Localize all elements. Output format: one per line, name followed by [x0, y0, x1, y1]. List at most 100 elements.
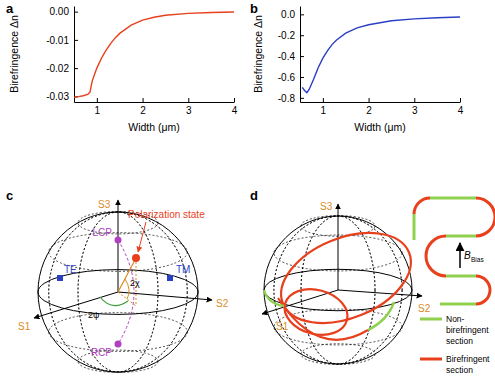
x-tick-label: 4 [232, 105, 238, 116]
te-point [57, 275, 63, 281]
stokes-axis [118, 292, 212, 300]
circular-meridian [118, 240, 134, 344]
axis-label: S1 [18, 321, 31, 332]
lcp-point [115, 237, 122, 244]
y-tick-mark [74, 40, 78, 41]
x-tick: 2 [366, 98, 372, 116]
x-axis: 1234 [75, 98, 238, 116]
point-label: LCP [93, 227, 113, 238]
y-tick-label: 0.00 [50, 6, 70, 17]
x-tick-mark [188, 98, 189, 102]
waveguide-section [476, 198, 495, 236]
legend-label: section [446, 336, 473, 346]
x-tick: 3 [412, 98, 418, 116]
x-axis-line [301, 102, 461, 103]
angle-label: 2χ [130, 278, 140, 288]
y-tick-label: -0.8 [278, 93, 296, 104]
waveguide-section [446, 275, 476, 278]
legend-label: section [446, 365, 473, 375]
y-tick: -0.4 [278, 51, 304, 62]
y-tick-label: -0.6 [278, 72, 296, 83]
y-tick-label: -0.4 [278, 51, 296, 62]
field-label: B [464, 250, 471, 261]
x-tick-mark [143, 98, 144, 102]
x-tick: 2 [140, 98, 146, 116]
x-tick-label: 2 [140, 105, 146, 116]
trajectory [264, 290, 284, 306]
x-tick-mark [460, 98, 461, 102]
rcp-point [115, 341, 122, 348]
axis-label: S2 [418, 303, 431, 314]
x-axis-title: Width (μm) [354, 121, 406, 133]
y-tick-mark [300, 98, 304, 99]
x-tick-mark [234, 98, 235, 102]
panel-label: a [6, 1, 14, 16]
y-axis-line [74, 7, 75, 103]
legend-swatch [420, 358, 442, 361]
y-tick: -0.01 [46, 35, 78, 46]
y-tick-mark [300, 14, 304, 15]
y-tick-label: -0.01 [46, 35, 69, 46]
stokes-axis [118, 200, 119, 292]
plot-area [74, 12, 234, 97]
waveguide-section [413, 214, 416, 240]
axis-label: S3 [98, 199, 111, 210]
tm-point [167, 275, 173, 281]
stokes-axis [338, 290, 422, 296]
x-tick: 1 [321, 98, 327, 116]
trajectory [279, 282, 352, 341]
x-tick-label: 3 [186, 105, 192, 116]
trajectory [368, 302, 394, 330]
axis-label: S2 [216, 298, 229, 309]
y-tick-mark [74, 68, 78, 69]
waveguide-section [440, 303, 476, 306]
panel-d: dS1S2S3BBiasNon-birefringentsectionBiref… [250, 188, 495, 375]
waveguide-section [476, 276, 490, 304]
state-label: Polarization state [128, 209, 205, 220]
panel-label: b [250, 1, 258, 16]
y-tick-mark [300, 56, 304, 57]
y-tick: -0.02 [46, 63, 78, 74]
y-tick-mark [74, 12, 78, 13]
y-tick: -0.6 [278, 72, 304, 83]
data-line [302, 17, 460, 93]
angle-label: 2ψ [88, 310, 99, 320]
y-tick-label: -0.2 [278, 30, 296, 41]
state-arrow [138, 222, 146, 252]
point-label: TE [64, 264, 77, 275]
x-tick-label: 2 [366, 105, 372, 116]
y-tick: -0.2 [278, 30, 304, 41]
legend-label: birefringent [446, 325, 489, 335]
x-axis-line [75, 102, 235, 103]
field-label-sub: Bias [471, 256, 484, 263]
legend-swatch [420, 318, 442, 321]
stokes-axis [34, 292, 118, 318]
y-axis-line [300, 7, 301, 103]
stokes-axis [262, 290, 338, 314]
chart-panel: 1 2 3 4 0.0 -0.2 -0.4 -0.6 -0.8 b Width (μm) Birefr… [250, 1, 464, 133]
point-label: RCP [91, 347, 112, 358]
state-point [132, 254, 140, 262]
y-tick-mark [300, 35, 304, 36]
y-axis: 0.00-0.01-0.02-0.03 [46, 6, 78, 102]
angle-arc-psi [100, 297, 128, 306]
y-tick: -0.8 [278, 93, 304, 104]
y-axis-title: Birefringence Δn [8, 15, 20, 93]
x-axis: 1 2 3 4 [301, 98, 464, 116]
waveguide: BBias [414, 198, 495, 304]
x-tick-label: 4 [458, 105, 464, 116]
waveguide-section [414, 198, 430, 214]
legend-label: Birefringent [446, 354, 490, 364]
y-axis: 0.0 -0.2 -0.4 -0.6 -0.8 [278, 7, 304, 104]
y-tick-mark [300, 77, 304, 78]
x-tick-label: 1 [321, 105, 327, 116]
trajectory [268, 215, 424, 340]
y-tick-label: 0.0 [281, 9, 295, 20]
y-tick-label: -0.02 [46, 63, 69, 74]
x-tick-mark [414, 98, 415, 102]
field-arrow [459, 243, 461, 268]
panel-c: cS1S2S3TETMLCPRCP2χ2ψPolarization state [6, 188, 229, 372]
y-axis-title: Birefringence Δn [252, 15, 264, 93]
trajectory [278, 298, 368, 340]
panel-label: c [6, 188, 13, 203]
